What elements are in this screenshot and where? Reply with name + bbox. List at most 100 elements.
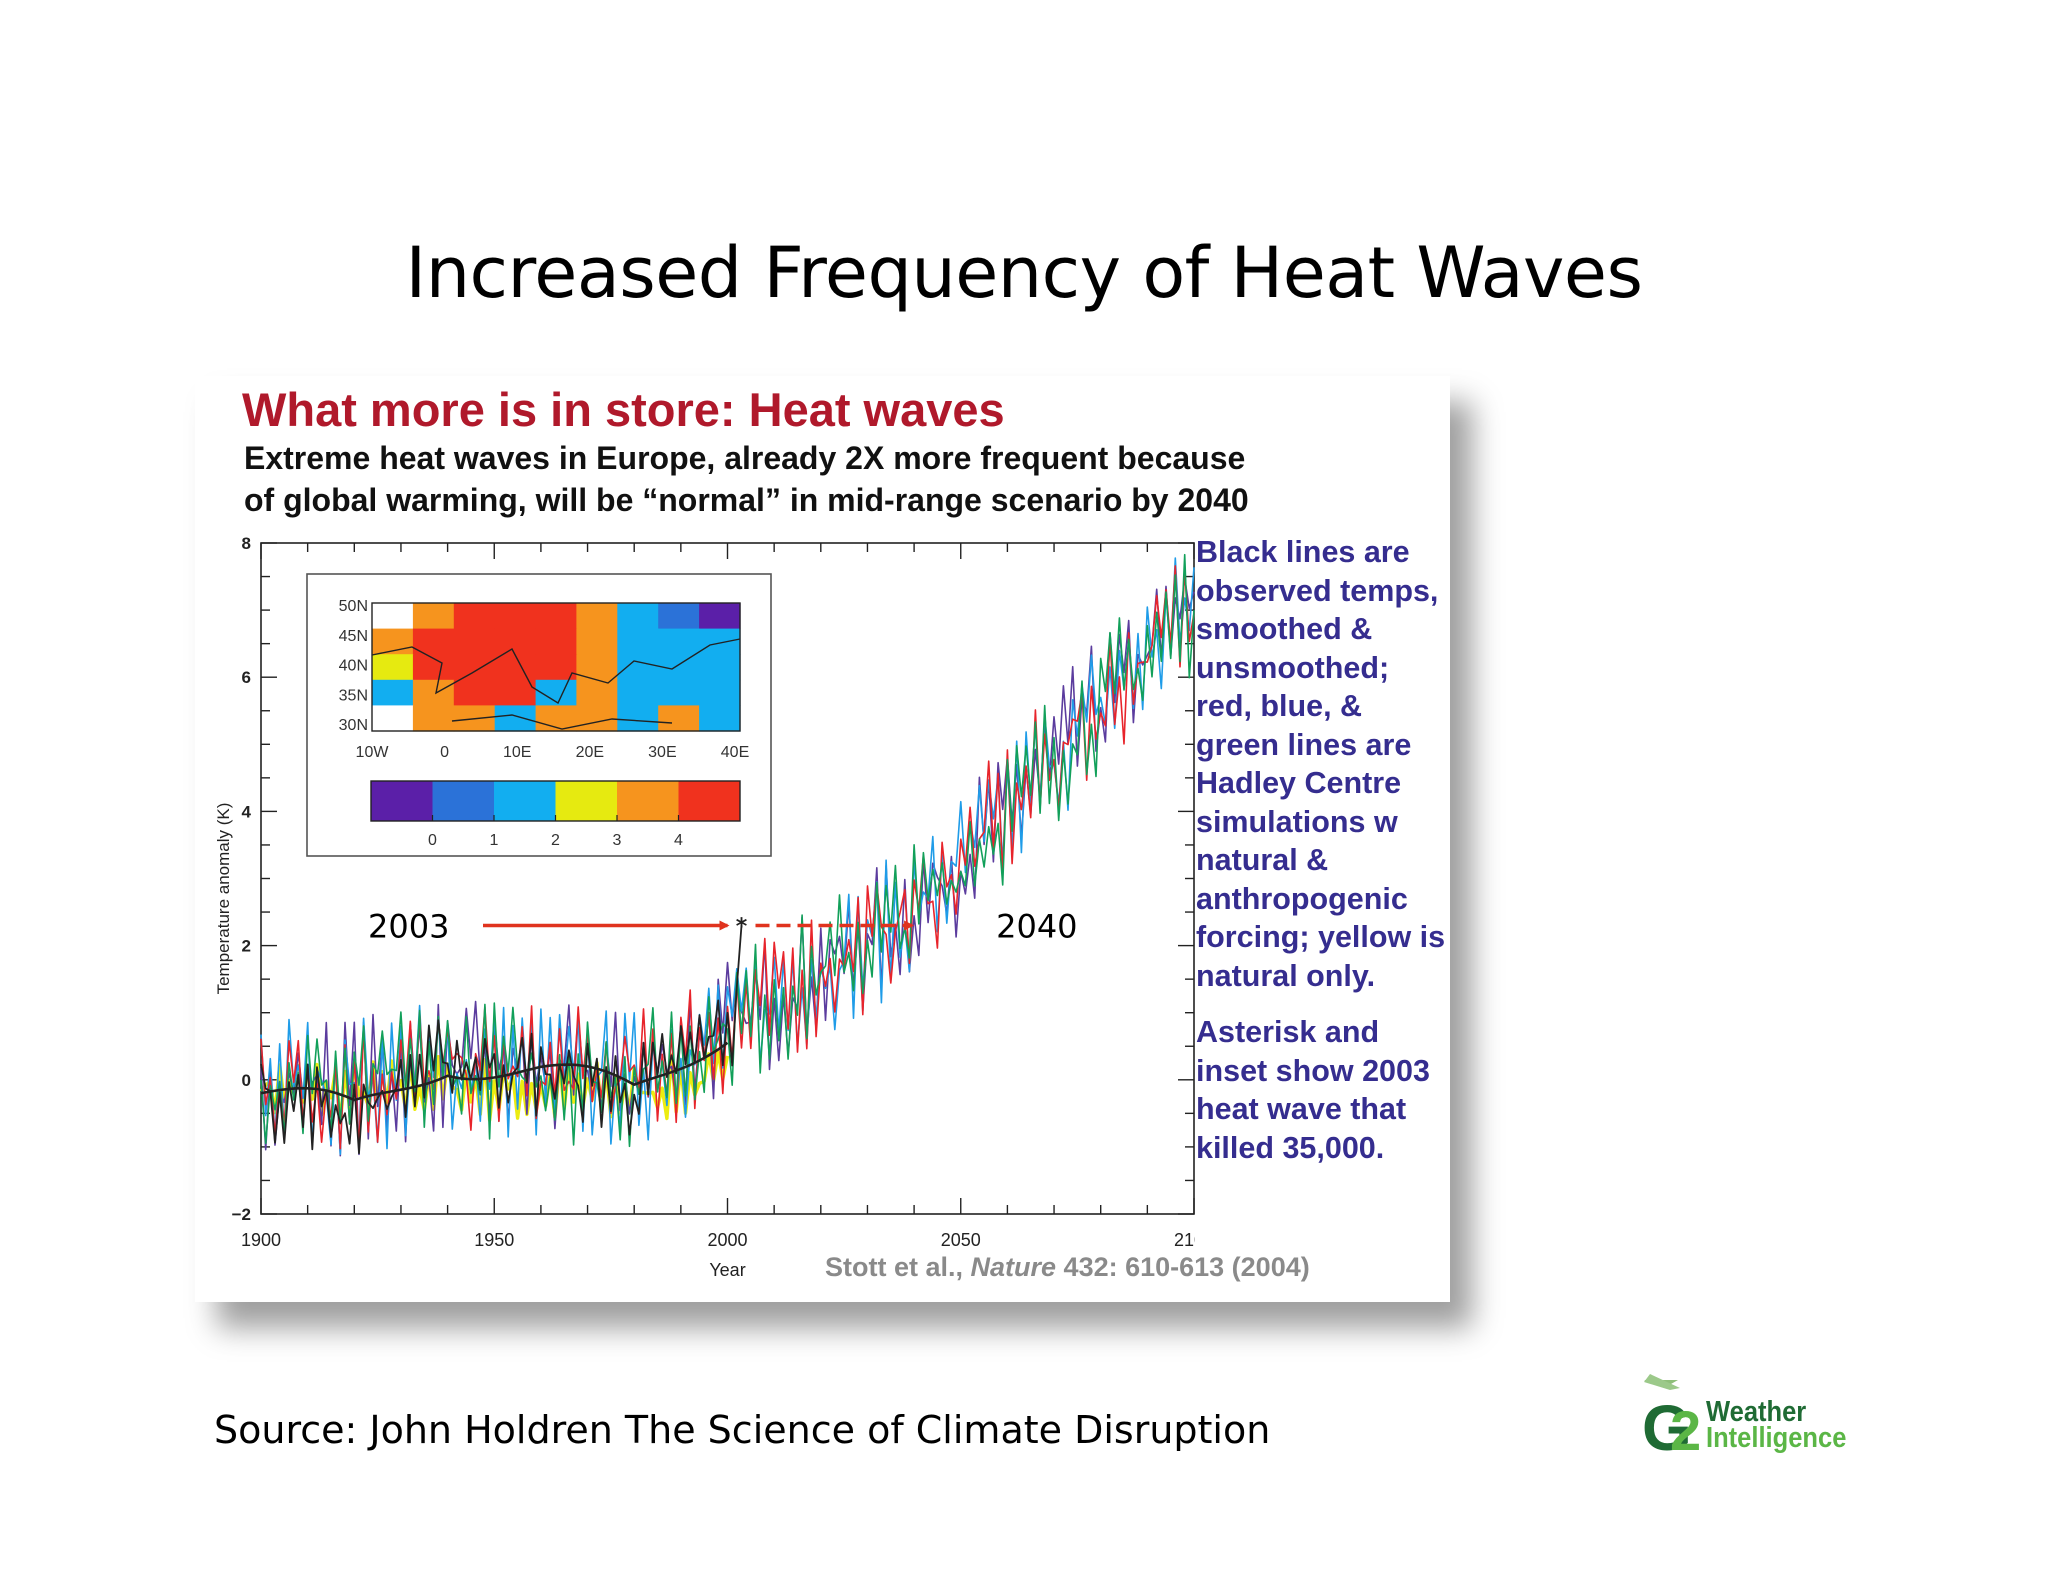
y-tick-label: 4 xyxy=(242,802,252,821)
coastline xyxy=(371,638,741,705)
heatmap-cell xyxy=(699,628,741,655)
colorbar-segment xyxy=(494,781,556,821)
inset-lon-label: 0 xyxy=(440,744,449,761)
main-chart-plot: 19001950200020502100−202468YearTemperatu… xyxy=(214,534,1195,1280)
figure-subtitle-line-2: of global warming, will be “normal” in m… xyxy=(244,482,1249,518)
citation-authors: Stott et al., xyxy=(825,1252,971,1282)
series-observed-smoothed xyxy=(260,1041,729,1102)
side-notes: Black lines are observed temps, smoothed… xyxy=(1196,533,1446,1167)
citation: Stott et al., Nature 432: 610-613 (2004) xyxy=(825,1252,1310,1283)
slide-title: Increased Frequency of Heat Waves xyxy=(405,232,1643,314)
figure-card: What more is in store: Heat waves Extrem… xyxy=(195,376,1450,1302)
side-note-lines: Black lines are observed temps, smoothed… xyxy=(1196,535,1446,993)
inset-heatmap: 50N 45N 40N 35N 30N 10W 0 10E 20E 30E 40E 0 1 2 3 4 xyxy=(306,573,772,857)
inset-lat-label: 50N xyxy=(339,598,368,615)
heatmap-cell xyxy=(535,603,578,630)
y-axis-label: Temperature anomaly (K) xyxy=(214,803,233,995)
heatmap-cell xyxy=(535,628,578,655)
heatmap-cell xyxy=(658,705,700,732)
heatwave-2003-asterisk-icon: * xyxy=(736,914,748,939)
citation-rest: 432: 610-613 (2004) xyxy=(1056,1252,1310,1282)
heatmap-cell xyxy=(658,603,700,630)
colorbar-tick-label: 2 xyxy=(551,832,560,849)
inset-lon-label: 10E xyxy=(503,744,531,761)
heatmap-cell xyxy=(412,679,455,706)
heatmap-cell xyxy=(617,628,659,655)
svg-text:G: G xyxy=(1642,1392,1692,1456)
colorbar-segment xyxy=(678,781,741,821)
inset-lat-label: 35N xyxy=(339,687,368,704)
colorbar-tick-label: 3 xyxy=(613,832,622,849)
heatmap-cell xyxy=(699,603,741,630)
y-tick-label: −2 xyxy=(232,1205,251,1224)
x-tick-label: 2100 xyxy=(1174,1230,1195,1250)
colorbar-segment xyxy=(617,781,679,821)
source-line: Source: John Holdren The Science of Clim… xyxy=(214,1408,1271,1452)
inset-lon-label: 20E xyxy=(576,744,604,761)
svg-text:2: 2 xyxy=(1670,1399,1701,1456)
heatmap-cell xyxy=(372,603,414,630)
g2-weather-intelligence-logo: G 2 Weather Intelligence xyxy=(1640,1372,1870,1464)
heatmap-cell xyxy=(617,654,659,681)
heatmap-cell xyxy=(699,654,741,681)
heatmap-cell xyxy=(372,679,414,706)
x-tick-label: 2000 xyxy=(707,1230,747,1250)
heatmap-cell xyxy=(576,628,618,655)
figure-title: What more is in store: Heat waves xyxy=(242,383,1005,436)
heatmap-cell xyxy=(494,628,537,655)
x-tick-label: 1950 xyxy=(474,1230,514,1250)
colorbar-tick-label: 1 xyxy=(490,832,499,849)
heatmap-cell xyxy=(494,679,537,706)
y-tick-label: 6 xyxy=(242,668,251,687)
citation-journal: Nature xyxy=(970,1252,1057,1282)
inset-lon-label: 40E xyxy=(721,744,749,761)
heatmap-cell xyxy=(372,705,414,732)
y-tick-label: 2 xyxy=(242,937,251,956)
heatmap-cell xyxy=(658,679,700,706)
inset-lat-label: 40N xyxy=(339,658,368,675)
inset-lon-label: 30E xyxy=(648,744,676,761)
coastline-africa xyxy=(451,714,673,730)
heatmap-cell xyxy=(453,628,496,655)
heatmap-cell xyxy=(699,679,741,706)
heatmap-cell xyxy=(494,603,537,630)
heatmap-cell xyxy=(658,628,700,655)
x-axis-label: Year xyxy=(709,1260,745,1280)
inset-lat-label: 30N xyxy=(339,717,368,734)
y-tick-label: 8 xyxy=(242,534,251,553)
heatmap-cell xyxy=(494,705,537,732)
colorbar-segment xyxy=(371,781,433,821)
logo-word-intelligence: Intelligence xyxy=(1706,1422,1847,1454)
chart-annotations: 2003 2040 xyxy=(368,907,1078,945)
heatmap-cell xyxy=(699,705,741,732)
heatmap-cell xyxy=(412,705,455,732)
y-tick-label: 0 xyxy=(242,1071,251,1090)
heatmap-cell xyxy=(412,603,455,630)
colorbar-tick-label: 4 xyxy=(674,832,683,849)
heatmap-cell xyxy=(617,705,659,732)
annotation-2040-label: 2040 xyxy=(996,907,1077,945)
x-tick-label: 1900 xyxy=(241,1230,281,1250)
heatmap-cell xyxy=(576,603,618,630)
heatmap-cell xyxy=(453,654,496,681)
x-tick-label: 2050 xyxy=(941,1230,981,1250)
heatmap-cell xyxy=(494,654,537,681)
logo-word-weather: Weather xyxy=(1706,1396,1807,1428)
g2-logo-mark-icon: G 2 xyxy=(1642,1372,1701,1464)
colorbar-segment xyxy=(432,781,495,821)
heatmap-cell xyxy=(617,679,659,706)
figure-subtitle-line-1: Extreme heat waves in Europe, already 2X… xyxy=(244,440,1246,476)
colorbar-tick-label: 0 xyxy=(428,832,437,849)
heatmap-cell xyxy=(576,679,618,706)
temperature-anomaly-chart: 19001950200020502100−202468YearTemperatu… xyxy=(214,534,1195,1280)
series-sim-green xyxy=(260,553,1195,1148)
heatmap-cell xyxy=(372,654,414,681)
series-observed-unsmoothed xyxy=(260,925,743,1155)
heatmap-cell xyxy=(617,603,659,630)
inset-lat-label: 45N xyxy=(339,628,368,645)
annotation-2003-label: 2003 xyxy=(368,907,449,945)
heatmap-cell xyxy=(453,679,496,706)
inset-map-frame xyxy=(371,602,741,732)
colorbar-segment xyxy=(555,781,618,821)
inset-lon-label: 10W xyxy=(356,744,390,761)
